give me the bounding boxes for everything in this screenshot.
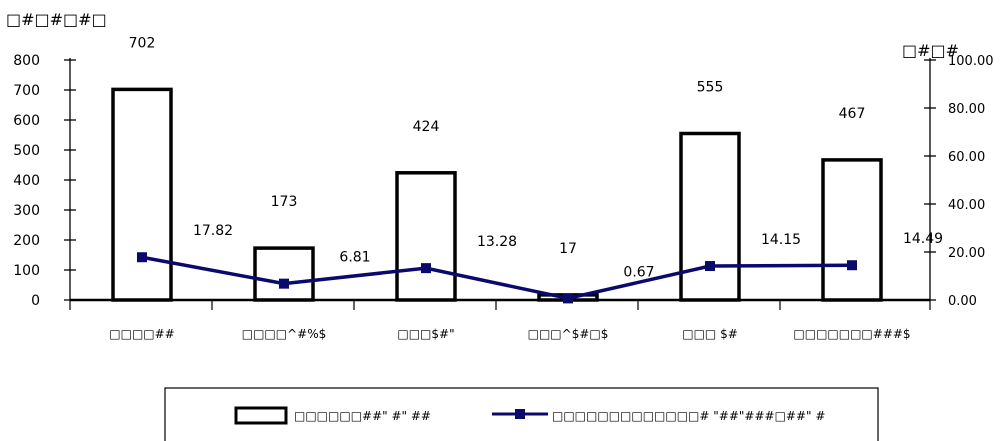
bar-value-label: 17 bbox=[559, 241, 577, 257]
legend-line-label: □□□□□□□□□□□□□# "##"###□##" # bbox=[552, 409, 825, 423]
right-tick-label: 20.00 bbox=[948, 246, 985, 261]
left-tick-label: 300 bbox=[13, 203, 40, 219]
line-value-label: 17.82 bbox=[193, 223, 233, 239]
line-value-label: 13.28 bbox=[477, 234, 517, 250]
right-tick-label: 40.00 bbox=[948, 198, 985, 213]
legend-line-marker bbox=[515, 409, 525, 419]
line-value-label: 14.49 bbox=[903, 231, 943, 247]
category-label: □□□^$#□$ bbox=[528, 327, 609, 341]
legend-bar-label: □□□□□□##" #" ## bbox=[294, 409, 431, 423]
line-value-label: 0.67 bbox=[623, 264, 654, 280]
right-tick-label: 0.00 bbox=[948, 294, 977, 309]
left-tick-label: 200 bbox=[13, 233, 40, 249]
line-point bbox=[847, 260, 857, 271]
bar bbox=[111, 87, 173, 302]
category-label: □□□□## bbox=[109, 327, 174, 341]
line-series-path bbox=[141, 255, 853, 301]
bar bbox=[679, 131, 741, 302]
line-point bbox=[421, 263, 431, 274]
category-label: □□□$#" bbox=[397, 327, 454, 341]
left-tick-label: 0 bbox=[31, 293, 40, 309]
category-label: □□□ $# bbox=[682, 327, 738, 341]
right-axis-unit: □#□# bbox=[902, 41, 959, 60]
bar-value-label: 173 bbox=[271, 194, 298, 210]
line-point bbox=[279, 278, 289, 289]
bar-value-label: 702 bbox=[129, 35, 156, 51]
left-tick-label: 800 bbox=[13, 53, 40, 69]
line-value-label: 6.81 bbox=[339, 250, 370, 266]
bar bbox=[253, 246, 315, 302]
bar-value-label: 467 bbox=[839, 106, 866, 122]
bar bbox=[821, 158, 883, 302]
left-tick-label: 400 bbox=[13, 173, 40, 189]
bar-value-label: 424 bbox=[413, 119, 440, 135]
legend: □□□□□□##" #" ## □□□□□□□□□□□□□# "##"###□#… bbox=[164, 387, 879, 441]
right-tick-label: 100.00 bbox=[948, 54, 994, 69]
bar-value-label: 555 bbox=[697, 80, 724, 96]
right-tick-label: 60.00 bbox=[948, 150, 985, 165]
line-value-label: 14.15 bbox=[761, 232, 801, 248]
right-tick-label: 80.00 bbox=[948, 102, 985, 117]
left-tick-label: 600 bbox=[13, 113, 40, 129]
line-point bbox=[705, 261, 715, 272]
left-tick-label: 500 bbox=[13, 143, 40, 159]
legend-bar-swatch bbox=[234, 406, 288, 425]
category-label: □□□□□□□###$ bbox=[793, 327, 910, 341]
line-point bbox=[563, 293, 573, 304]
left-axis-unit: □#□#□#□ bbox=[6, 10, 107, 29]
category-label: □□□□^#%$ bbox=[242, 327, 327, 341]
left-tick-label: 700 bbox=[13, 83, 40, 99]
left-tick-label: 100 bbox=[13, 263, 40, 279]
bar bbox=[395, 171, 457, 302]
line-point bbox=[137, 252, 147, 263]
